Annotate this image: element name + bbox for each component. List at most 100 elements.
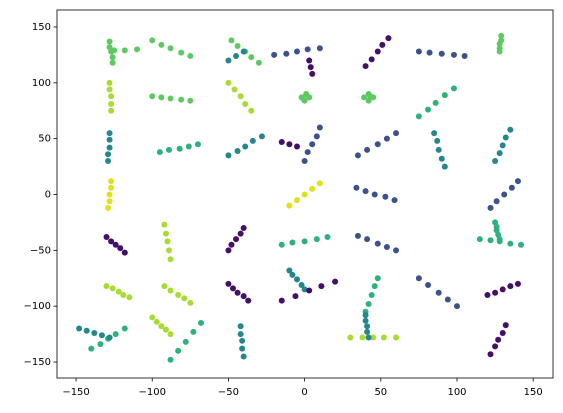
point [415,113,422,120]
point [301,157,308,164]
point [354,232,361,239]
point [324,233,331,240]
point [382,193,389,200]
x-tick-label: −50 [218,387,239,398]
point [166,247,172,254]
point [309,70,316,77]
point [309,141,316,148]
point [502,134,509,141]
point [487,237,494,244]
point [230,285,236,292]
point [316,124,323,131]
point [240,225,247,232]
point [359,334,366,341]
point [248,107,255,114]
point [432,99,439,106]
point [106,130,113,137]
point [108,93,115,100]
point [271,51,278,58]
point [240,353,247,360]
point [450,51,457,58]
point [103,233,110,240]
point [187,53,194,60]
point [368,56,375,63]
point [178,96,185,103]
point [316,45,323,52]
point [498,32,505,39]
point [106,334,113,341]
point [286,267,293,274]
point [283,50,290,57]
point [115,288,122,295]
point [289,239,296,246]
x-tick-label: 0 [301,387,307,398]
point [313,236,320,243]
point [301,286,308,293]
point [435,146,442,153]
point [300,95,307,102]
point [245,297,252,304]
point [228,37,235,44]
point [492,157,499,164]
point [354,152,361,159]
point [182,338,189,345]
point [278,139,285,146]
point [425,281,432,288]
point [178,49,185,56]
point [365,300,372,307]
point [371,191,378,198]
point [106,198,113,205]
point [507,240,514,247]
point [508,184,515,191]
point [371,283,378,290]
point [106,38,113,45]
point [431,130,438,137]
point [495,336,502,343]
point [487,351,494,358]
point [83,327,90,334]
point [362,317,369,324]
point [258,133,265,140]
point [106,136,113,143]
point [103,283,110,290]
point [234,42,241,49]
point [121,325,128,332]
point [313,133,320,140]
point [374,275,381,282]
point [298,281,305,288]
point [362,188,369,195]
point [149,93,156,100]
point [374,48,381,55]
point [167,45,174,52]
point [112,331,119,338]
point [111,47,118,54]
point [502,322,509,329]
point [286,141,293,148]
point [484,292,491,299]
point [175,292,182,299]
point [228,241,235,248]
point [98,332,105,339]
point [158,94,165,101]
point [514,178,521,185]
point [108,238,115,245]
point [167,256,174,263]
point [307,64,314,71]
point [198,319,204,326]
point [518,241,524,248]
point [164,238,171,245]
point [444,296,451,303]
point [194,141,201,148]
point [185,143,192,150]
y-tick-label: −150 [24,357,51,368]
point [294,276,300,283]
point [425,106,432,113]
point [237,93,244,100]
point [292,293,299,300]
point [496,150,503,157]
point [301,238,308,245]
point [248,54,255,61]
point [368,292,375,299]
point [108,101,115,108]
